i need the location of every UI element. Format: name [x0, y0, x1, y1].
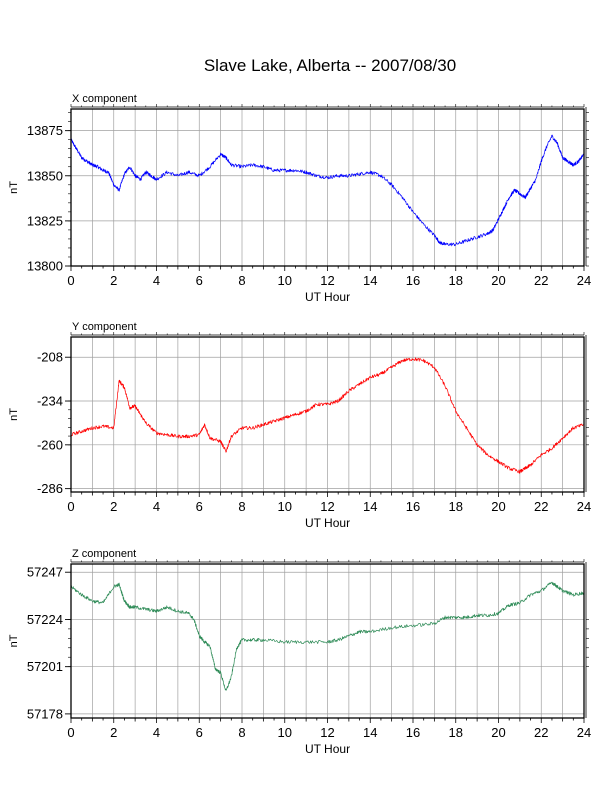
series-line: [70, 581, 585, 691]
x-tick-label: 24: [577, 499, 591, 514]
y-tick-label: 57224: [27, 612, 63, 627]
x-tick-label: 14: [363, 725, 377, 740]
x-tick-label: 14: [363, 499, 377, 514]
y-axis-label: nT: [8, 181, 20, 194]
y-tick-label: -234: [37, 394, 63, 409]
y-tick-label: -208: [37, 350, 63, 365]
panel-label: Y component: [72, 321, 137, 333]
y-tick-label: -286: [37, 481, 63, 496]
x-axis-label: UT Hour: [305, 290, 350, 304]
x-tick-label: 22: [534, 499, 548, 514]
y-tick-label: 57247: [27, 565, 63, 580]
x-tick-label: 10: [278, 725, 292, 740]
y-axis-label: nT: [8, 634, 20, 647]
y-tick-label: 57178: [27, 706, 63, 721]
x-tick-label: 10: [278, 273, 292, 288]
x-tick-label: 10: [278, 499, 292, 514]
x-tick-label: 14: [363, 273, 377, 288]
panel-label: Z component: [72, 548, 136, 560]
x-tick-label: 22: [534, 725, 548, 740]
x-tick-label: 4: [153, 499, 160, 514]
y-tick-label: 57201: [27, 659, 63, 674]
x-tick-label: 20: [491, 725, 505, 740]
x-tick-label: 20: [491, 273, 505, 288]
y-tick-label: 13875: [27, 123, 63, 138]
x-tick-label: 24: [577, 273, 591, 288]
y-tick-label: 13825: [27, 213, 63, 228]
x-tick-label: 4: [153, 725, 160, 740]
x-tick-label: 6: [196, 725, 203, 740]
x-tick-label: 2: [110, 273, 117, 288]
series-line: [70, 134, 585, 247]
x-tick-label: 18: [449, 725, 463, 740]
x-tick-label: 2: [110, 499, 117, 514]
y-axis-label: nT: [8, 408, 20, 421]
x-tick-label: 8: [238, 499, 245, 514]
x-tick-label: 24: [577, 725, 591, 740]
x-axis-label: UT Hour: [305, 516, 350, 530]
x-tick-label: 16: [406, 499, 420, 514]
x-tick-label: 0: [67, 273, 74, 288]
x-tick-label: 0: [67, 725, 74, 740]
x-tick-label: 20: [491, 499, 505, 514]
x-tick-label: 16: [406, 725, 420, 740]
x-tick-label: 8: [238, 725, 245, 740]
panel-label: X component: [72, 93, 137, 105]
y-tick-label: 13800: [27, 259, 63, 274]
x-tick-label: 12: [320, 273, 334, 288]
x-tick-label: 6: [196, 273, 203, 288]
x-tick-label: 4: [153, 273, 160, 288]
x-tick-label: 12: [320, 725, 334, 740]
chart-title: Slave Lake, Alberta -- 2007/08/30: [203, 56, 457, 75]
x-tick-label: 18: [449, 499, 463, 514]
series-line: [70, 357, 585, 474]
x-tick-label: 22: [534, 273, 548, 288]
x-tick-label: 6: [196, 499, 203, 514]
x-tick-label: 16: [406, 273, 420, 288]
y-tick-label: -260: [37, 437, 63, 452]
x-tick-label: 2: [110, 725, 117, 740]
x-axis-label: UT Hour: [305, 742, 350, 756]
x-tick-label: 18: [449, 273, 463, 288]
x-tick-label: 8: [238, 273, 245, 288]
x-tick-label: 12: [320, 499, 334, 514]
y-tick-label: 13850: [27, 168, 63, 183]
x-tick-label: 0: [67, 499, 74, 514]
